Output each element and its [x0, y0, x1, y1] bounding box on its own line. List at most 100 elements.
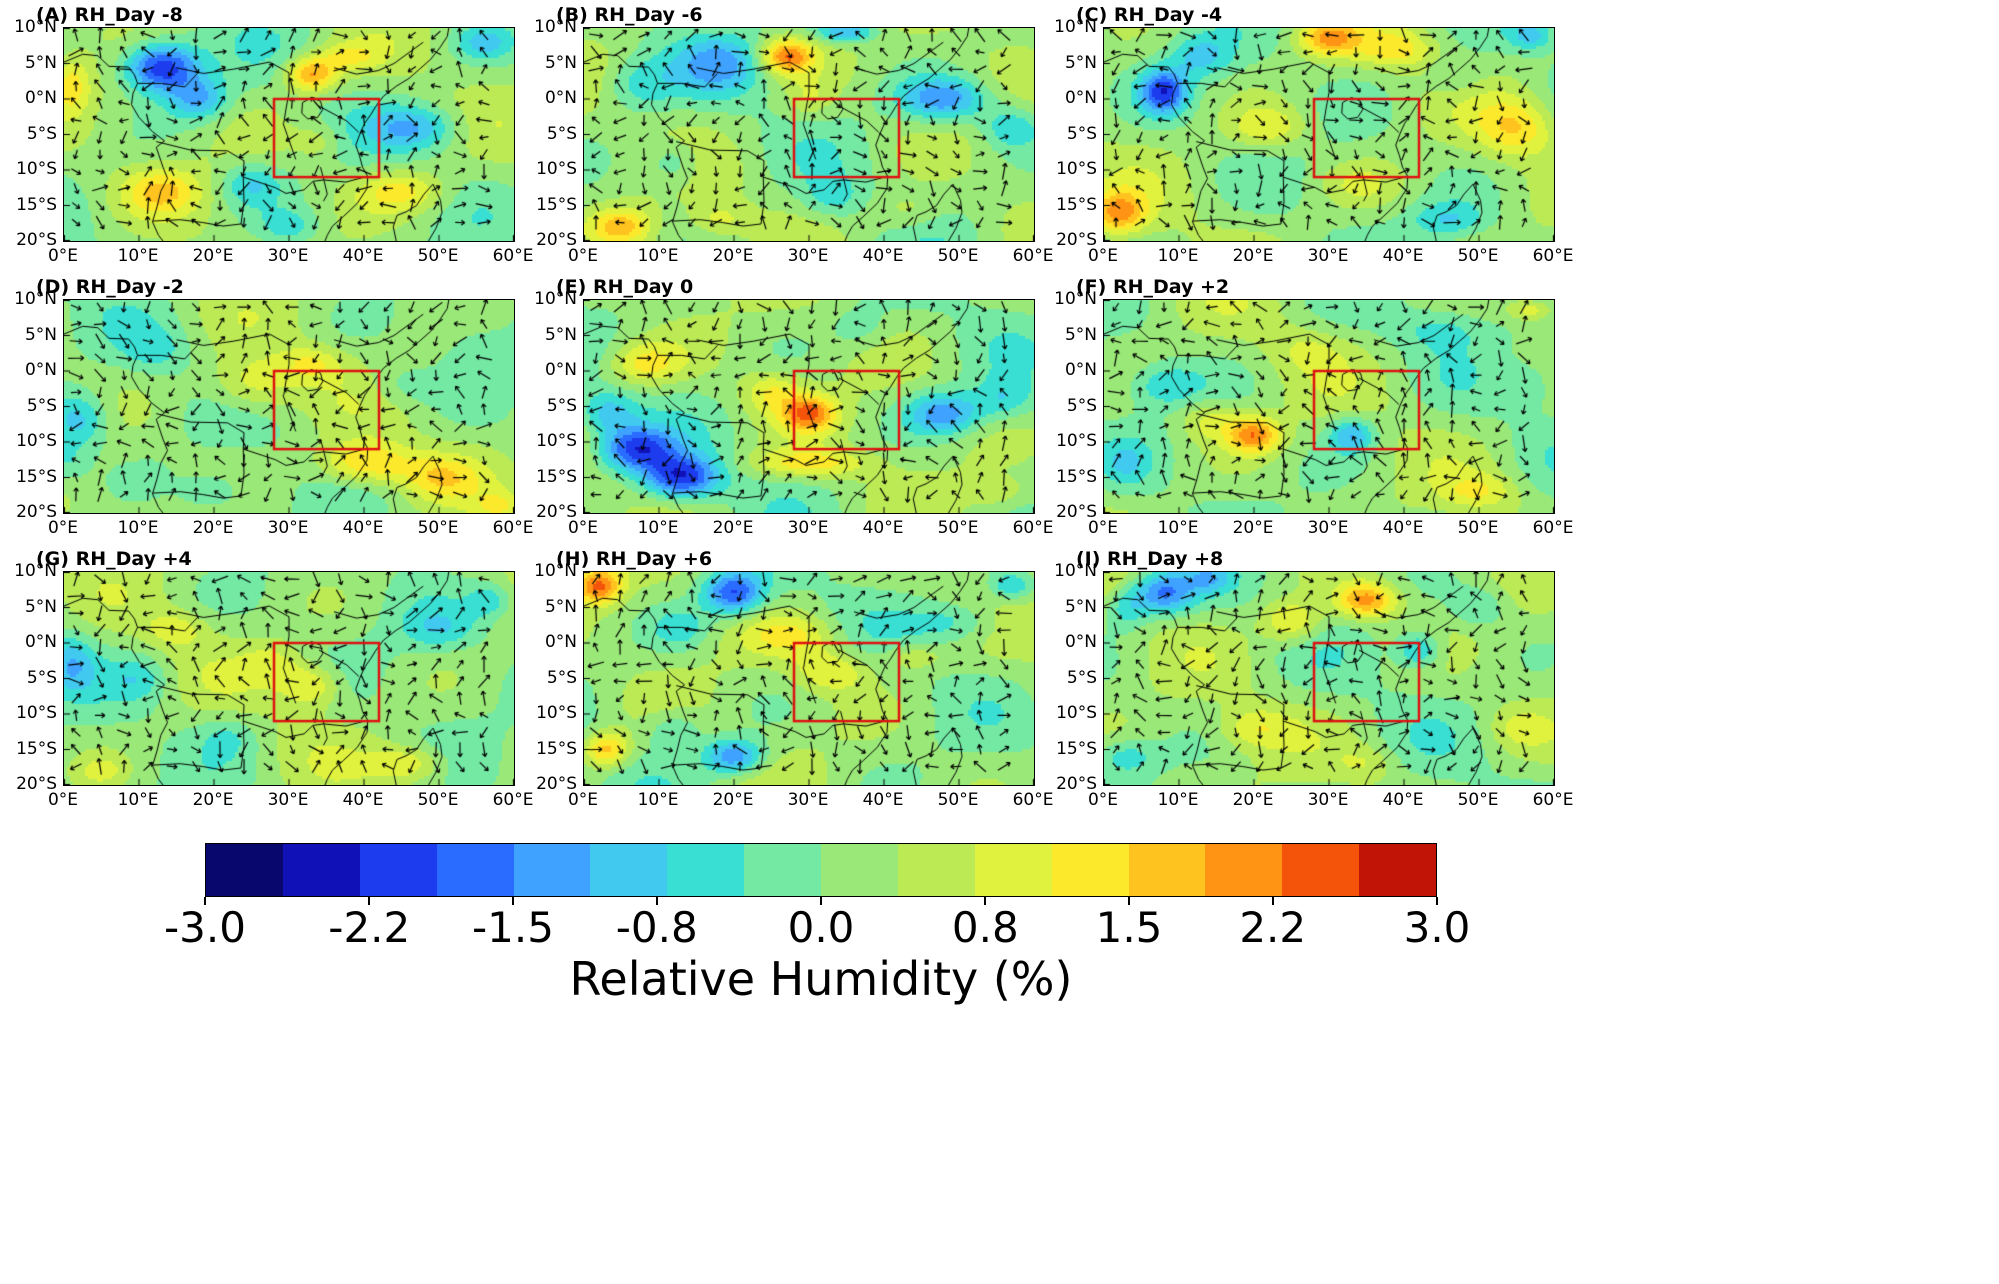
- x-tick-label: 0°E: [1087, 790, 1119, 810]
- y-tick-label: 20°S: [536, 230, 577, 250]
- colorbar-tickmark: [1271, 897, 1274, 905]
- x-tick-label: 0°E: [567, 518, 599, 538]
- panel-title: (I) RH_Day +8: [1076, 548, 1224, 570]
- y-tick-label: 10°S: [1056, 431, 1097, 451]
- x-tick-label: 40°E: [342, 790, 384, 810]
- x-tick-label: 0°E: [567, 790, 599, 810]
- colorbar-segment: [359, 844, 437, 896]
- map-canvas-C: [1103, 27, 1555, 242]
- colorbar-segment: [744, 844, 821, 896]
- x-tick-label: 40°E: [862, 246, 904, 266]
- colorbar-tick-label: 1.5: [1095, 903, 1163, 952]
- panel-F: (F) RH_Day +2 10°N 5°N 0°N 5°S 10°S 15°S 20°S 0°…: [1040, 272, 1573, 544]
- colorbar-tickmark: [368, 897, 371, 905]
- x-tick-label: 40°E: [342, 246, 384, 266]
- colorbar-tickmark: [204, 897, 206, 905]
- y-tick-label: 15°S: [1056, 738, 1097, 759]
- y-tick-label: 5°S: [1066, 395, 1097, 416]
- y-tick-label: 15°S: [536, 194, 577, 215]
- x-tick-label: 10°E: [117, 518, 159, 538]
- colorbar-segment: [436, 844, 514, 896]
- colorbar-segment: [897, 844, 975, 896]
- panel-title: (E) RH_Day 0: [556, 276, 694, 298]
- panel-D: (D) RH_Day -2 10°N 5°N 0°N 5°S 10°S 15°S 20°S 0°…: [0, 272, 533, 544]
- colorbar-segment: [282, 844, 360, 896]
- map-canvas-D: [63, 299, 515, 514]
- y-tick-label: 20°S: [16, 774, 57, 794]
- colorbar-segment: [667, 844, 745, 896]
- panel-H: (H) RH_Day +6 10°N 5°N 0°N 5°S 10°S 15°S 20°S 0°…: [520, 544, 1053, 816]
- y-tick-label: 10°N: [14, 17, 57, 37]
- y-tick-label: 15°S: [16, 194, 57, 215]
- panel-G: (G) RH_Day +4 10°N 5°N 0°N 5°S 10°S 15°S 20°S 0°…: [0, 544, 533, 816]
- colorbar-tick-label: -3.0: [164, 903, 246, 952]
- panel-C: (C) RH_Day -4 10°N 5°N 0°N 5°S 10°S 15°S 20°S 0°…: [1040, 0, 1573, 272]
- colorbar-tickmark: [1436, 897, 1438, 905]
- x-tick-label: 40°E: [1382, 790, 1424, 810]
- y-tick-label: 15°S: [1056, 194, 1097, 215]
- x-tick-label: 60°E: [1532, 790, 1574, 810]
- y-tick-label: 10°S: [536, 431, 577, 451]
- colorbar-segment: [1359, 844, 1436, 896]
- x-tick-label: 60°E: [492, 518, 534, 538]
- x-tick-label: 60°E: [492, 790, 534, 810]
- colorbar-segment: [821, 844, 898, 896]
- y-tick-label: 20°S: [1056, 502, 1097, 522]
- x-tick-label: 20°E: [192, 518, 234, 538]
- x-tick-label: 20°E: [712, 246, 754, 266]
- x-tick-label: 30°E: [1307, 790, 1349, 810]
- x-tick-label: 30°E: [267, 518, 309, 538]
- colorbar-segment: [974, 844, 1052, 896]
- y-tick-label: 10°N: [14, 561, 57, 581]
- y-tick-label: 10°N: [534, 289, 577, 309]
- colorbar-segment: [1205, 844, 1283, 896]
- y-tick-label: 0°N: [1064, 632, 1097, 652]
- panel-B: (B) RH_Day -6 10°N 5°N 0°N 5°S 10°S 15°S 20°S 0°…: [520, 0, 1053, 272]
- x-tick-label: 60°E: [1532, 246, 1574, 266]
- y-tick-label: 5°N: [24, 324, 57, 345]
- colorbar-segment: [513, 844, 591, 896]
- x-tick-label: 10°E: [637, 246, 679, 266]
- colorbar-tickmark: [984, 897, 987, 905]
- x-tick-label: 50°E: [937, 790, 979, 810]
- y-tick-label: 10°N: [1054, 561, 1097, 581]
- colorbar-tickmark: [512, 897, 514, 905]
- y-tick-label: 0°N: [544, 632, 577, 652]
- y-tick-label: 5°N: [1064, 324, 1097, 345]
- x-tick-label: 30°E: [787, 246, 829, 266]
- y-tick-label: 5°S: [1066, 667, 1097, 688]
- y-tick-label: 5°S: [1066, 123, 1097, 144]
- x-tick-label: 30°E: [1307, 518, 1349, 538]
- y-tick-label: 20°S: [1056, 774, 1097, 794]
- colorbar-tick-label: 0.8: [951, 903, 1019, 952]
- y-tick-label: 0°N: [24, 360, 57, 380]
- panel-title: (G) RH_Day +4: [36, 548, 192, 570]
- panel-grid: (A) RH_Day -8 10°N 5°N 0°N 5°S 10°S 15°S 20°S 0°…: [0, 0, 1573, 816]
- y-tick-label: 10°N: [1054, 289, 1097, 309]
- x-tick-label: 50°E: [1457, 246, 1499, 266]
- colorbar-ticks: -3.0 -2.2 -1.5 -0.8 0.0 0.8 1.5 2.2 3.0: [164, 903, 1470, 955]
- y-tick-label: 20°S: [16, 230, 57, 250]
- y-tick-label: 0°N: [24, 632, 57, 652]
- colorbar-segment: [206, 844, 283, 896]
- y-tick-label: 5°N: [1064, 52, 1097, 73]
- y-tick-label: 5°S: [546, 123, 577, 144]
- colorbar-segment: [1051, 844, 1129, 896]
- colorbar-tick-label: 2.2: [1239, 903, 1307, 952]
- y-tick-label: 10°S: [1056, 159, 1097, 179]
- panel-title: (C) RH_Day -4: [1076, 4, 1223, 26]
- colorbar-label: Relative Humidity (%): [569, 952, 1073, 1006]
- colorbar-tick-label: -1.5: [472, 903, 554, 952]
- y-tick-label: 5°N: [1064, 596, 1097, 617]
- x-tick-label: 20°E: [712, 518, 754, 538]
- map-canvas-B: [583, 27, 1035, 242]
- x-tick-label: 30°E: [267, 246, 309, 266]
- panel-title: (B) RH_Day -6: [556, 4, 703, 26]
- y-tick-label: 15°S: [536, 466, 577, 487]
- y-tick-label: 0°N: [1064, 360, 1097, 380]
- x-tick-label: 30°E: [1307, 246, 1349, 266]
- x-tick-label: 30°E: [787, 790, 829, 810]
- x-tick-label: 50°E: [937, 246, 979, 266]
- y-tick-label: 5°S: [546, 667, 577, 688]
